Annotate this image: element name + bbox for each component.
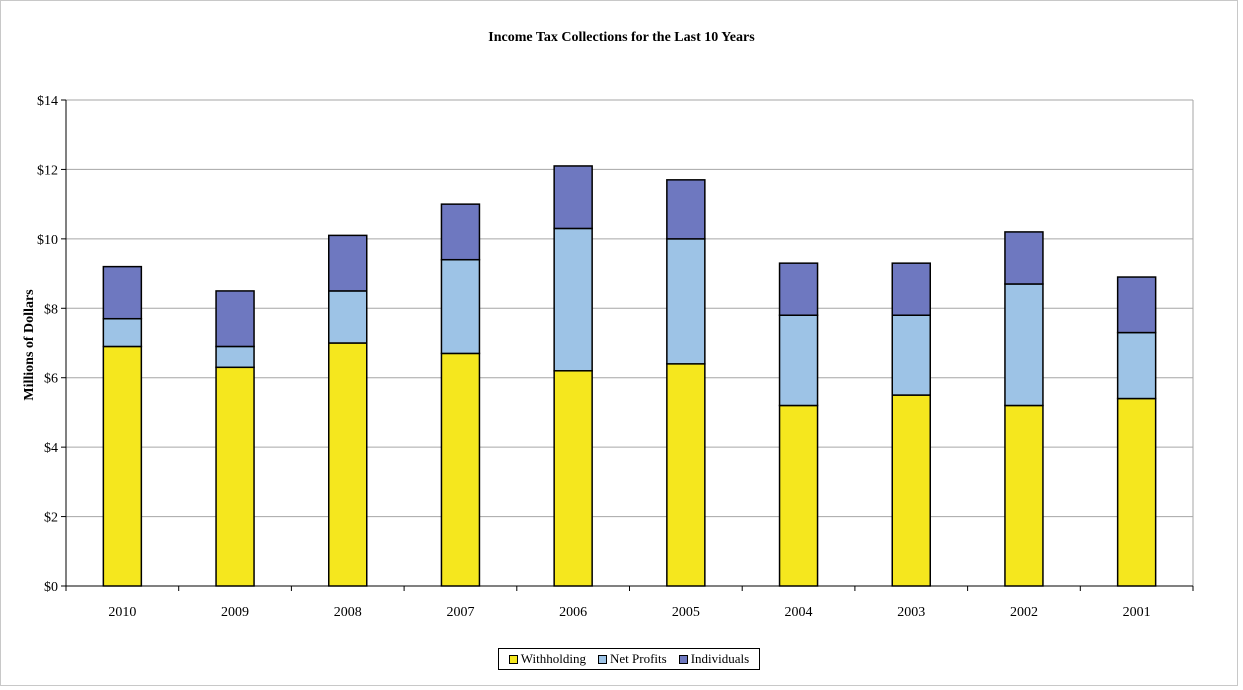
y-tick-label: $6 [44, 372, 58, 387]
bar-net-profits [778, 314, 819, 407]
bar-withholding [328, 342, 368, 587]
bar-withholding [440, 352, 481, 587]
legend-item-net-profits: Net Profits [598, 651, 667, 667]
x-tick-label: 2001 [1123, 605, 1151, 620]
x-tick-label: 2003 [897, 605, 925, 620]
x-tick-label: 2007 [446, 605, 474, 620]
legend: Withholding Net Profits Individuals [498, 648, 760, 670]
y-tick-label: $4 [44, 441, 58, 456]
y-tick-label: $2 [44, 511, 58, 526]
bar-withholding [1116, 397, 1157, 587]
bar-net-profits [440, 258, 481, 355]
x-tick-label: 2005 [672, 605, 700, 620]
y-tick-label: $8 [44, 302, 58, 317]
bar-withholding [102, 345, 143, 587]
bar-net-profits [328, 290, 368, 344]
x-tick-label: 2009 [221, 605, 249, 620]
y-tick-label: $14 [37, 94, 58, 109]
bar-withholding [778, 404, 819, 587]
bar-individuals [440, 203, 481, 261]
bar-net-profits [891, 314, 931, 396]
legend-swatch-net-profits [598, 654, 607, 664]
bar-net-profits [553, 227, 593, 372]
bar-withholding [666, 363, 706, 587]
legend-label-withholding: Withholding [520, 651, 586, 666]
y-tick-label: $0 [44, 580, 58, 595]
bar-individuals [328, 234, 368, 292]
bar-individuals [1116, 276, 1157, 334]
bar-individuals [778, 262, 819, 316]
bar-net-profits [666, 238, 706, 365]
y-tick-label: $10 [37, 233, 58, 248]
bar-net-profits [102, 317, 143, 348]
bar-individuals [1004, 231, 1044, 285]
bar-individuals [666, 179, 706, 240]
chart-title: Income Tax Collections for the Last 10 Y… [488, 30, 755, 45]
x-tick-label: 2006 [559, 605, 587, 620]
bar-withholding [891, 394, 931, 587]
legend-item-individuals: Individuals [678, 651, 750, 667]
legend-label-individuals: Individuals [690, 651, 750, 666]
bar-withholding [215, 366, 255, 587]
x-tick-label: 2010 [108, 605, 136, 620]
x-tick-label: 2004 [785, 605, 813, 620]
x-tick-label: 2002 [1010, 605, 1038, 620]
x-tick-label: 2008 [334, 605, 362, 620]
bar-individuals [215, 290, 255, 348]
legend-swatch-withholding [508, 654, 518, 664]
bar-withholding [553, 370, 593, 587]
bar-withholding [1004, 404, 1044, 587]
bar-net-profits [215, 345, 255, 369]
legend-item-withholding: Withholding [508, 651, 586, 667]
bar-net-profits [1004, 283, 1044, 407]
y-tick-label: $12 [37, 163, 58, 178]
legend-swatch-individuals [678, 654, 688, 664]
bar-net-profits [1116, 331, 1157, 400]
legend-label-net-profits: Net Profits [610, 651, 667, 666]
bar-individuals [891, 262, 931, 316]
bar-individuals [102, 265, 143, 320]
bar-individuals [553, 165, 593, 230]
